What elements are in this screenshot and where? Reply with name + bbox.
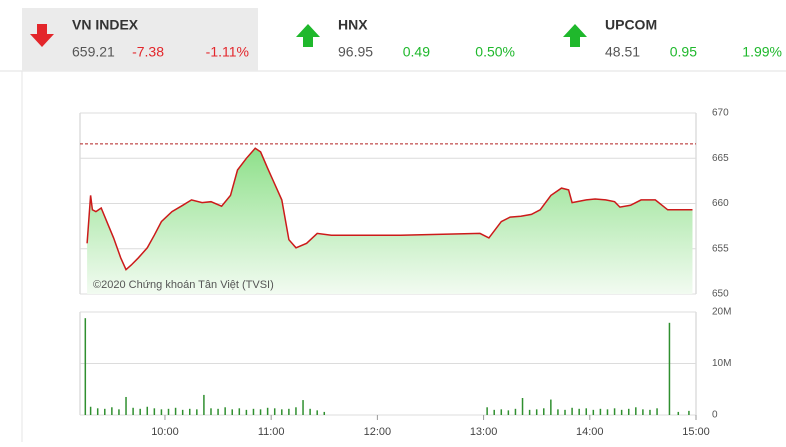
volume-bar — [167, 408, 170, 415]
volume-bar — [231, 409, 233, 415]
direction-arrow — [30, 24, 54, 47]
y-tick-label: 665 — [712, 153, 729, 164]
volume-bar — [259, 409, 262, 415]
index-change: 0.95 — [670, 44, 697, 60]
volume-bar — [668, 322, 671, 415]
volume-bar — [188, 408, 191, 415]
volume-bar — [273, 408, 276, 415]
y-tick-label: 655 — [712, 243, 729, 254]
volume-bar — [585, 408, 588, 415]
volume-bar — [224, 407, 226, 415]
index-percent: 0.50% — [475, 44, 515, 60]
volume-bar — [557, 409, 559, 415]
y-tick-label: 660 — [712, 198, 729, 209]
volume-bar — [104, 408, 106, 415]
volume-bar — [571, 407, 573, 415]
index-value: 96.95 — [338, 44, 373, 60]
price-line — [86, 147, 693, 271]
direction-arrow — [563, 24, 587, 47]
x-tick-label: 12:00 — [364, 426, 392, 438]
volume-bar — [196, 409, 198, 415]
watermark: ©2020 Chứng khoán Tân Việt (TVSI) — [93, 279, 274, 291]
volume-bar — [295, 407, 297, 415]
volume-bar — [111, 407, 113, 415]
volume-bar — [564, 409, 566, 415]
index-name: UPCOM — [605, 17, 657, 33]
volume-bar — [174, 407, 177, 415]
volume-bar — [500, 409, 503, 415]
index-value: 659.21 — [72, 44, 115, 60]
index-name: HNX — [338, 17, 368, 33]
volume-bar — [656, 408, 658, 415]
volume-bar — [96, 408, 99, 415]
volume-bar — [535, 409, 538, 415]
volume-bar — [493, 409, 495, 415]
volume-bar — [302, 400, 304, 415]
volume-bar — [649, 409, 651, 415]
volume-bar — [245, 409, 248, 415]
x-tick-label: 15:00 — [682, 426, 710, 438]
x-tick-label: 11:00 — [258, 426, 285, 438]
volume-bar — [592, 409, 595, 415]
volume-bar — [486, 407, 488, 415]
price-area — [87, 148, 693, 294]
volume-bar — [677, 411, 680, 415]
volume-bar — [528, 409, 531, 415]
volume-bar — [323, 411, 326, 415]
volume-bar — [146, 406, 149, 415]
x-tick-label: 13:00 — [470, 426, 498, 438]
volume-bar — [217, 408, 219, 415]
volume-bar — [578, 408, 580, 415]
volume-bar — [599, 408, 602, 415]
volume-bar — [613, 408, 616, 415]
y-tick-label: 10M — [712, 358, 731, 369]
index-change: -7.38 — [132, 44, 164, 60]
y-tick-label: 650 — [712, 289, 729, 300]
y-tick-label: 670 — [712, 108, 729, 119]
volume-bar — [507, 410, 510, 415]
volume-bar — [118, 409, 120, 415]
volume-bar — [514, 408, 517, 415]
volume-bar — [521, 398, 524, 415]
volume-bar — [309, 408, 311, 415]
index-percent: -1.11% — [206, 44, 249, 60]
volume-bar — [635, 407, 637, 415]
volume-bar — [620, 409, 623, 415]
index-percent: 1.99% — [742, 44, 782, 60]
volume-bar — [210, 408, 212, 415]
volume-bar — [316, 410, 318, 415]
volume-bar — [132, 407, 134, 415]
volume-bar — [627, 408, 630, 415]
volume-bar — [153, 408, 156, 415]
volume-bar — [288, 408, 290, 415]
volume-bar — [281, 409, 283, 415]
index-highlight — [22, 8, 258, 71]
direction-arrow — [296, 24, 320, 47]
volume-bar — [203, 394, 205, 415]
x-tick-label: 14:00 — [576, 426, 604, 438]
y-tick-label: 20M — [712, 307, 731, 318]
volume-bar — [125, 396, 127, 415]
y-tick-label: 0 — [712, 410, 718, 421]
volume-bar — [543, 408, 545, 415]
index-name: VN INDEX — [72, 17, 139, 33]
x-tick-label: 10:00 — [151, 426, 179, 438]
volume-bar — [606, 409, 609, 415]
index-value: 48.51 — [605, 44, 640, 60]
volume-bar — [160, 409, 163, 415]
volume-bar — [252, 408, 255, 415]
volume-bar — [181, 409, 184, 415]
volume-bar — [84, 318, 87, 415]
volume-bar — [89, 406, 92, 415]
volume-bar — [688, 410, 690, 415]
index-change: 0.49 — [403, 44, 430, 60]
volume-bar — [266, 407, 269, 415]
volume-bar — [550, 399, 552, 415]
volume-bar — [139, 408, 141, 415]
volume-bar — [238, 408, 241, 415]
volume-bar — [642, 409, 644, 415]
